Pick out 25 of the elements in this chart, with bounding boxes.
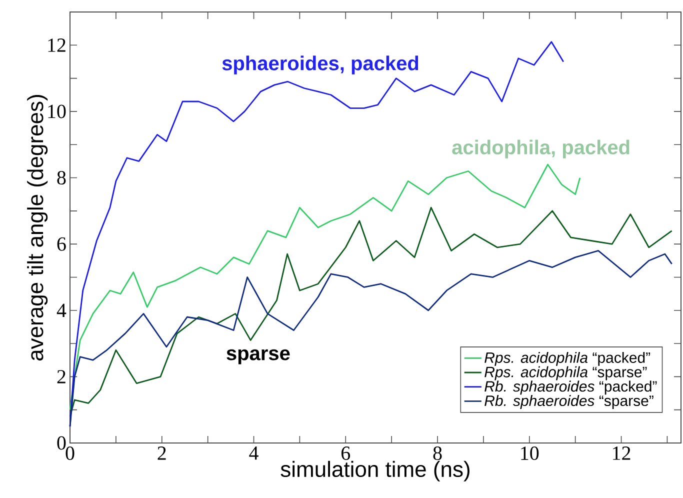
y-tick-label: 2 (57, 370, 66, 384)
x-tick-label: 8 (433, 446, 442, 460)
y-axis-title: average tilt angle (degrees) (27, 95, 48, 360)
x-tick-label: 4 (249, 446, 258, 460)
legend-label: Rps. acidophila “packed” (484, 352, 650, 366)
x-axis-title: simulation time (ns) (280, 460, 470, 482)
annotation: sphaeroides, packed (222, 56, 418, 74)
line-series (69, 206, 673, 418)
annotation: acidophila, packed (452, 140, 630, 158)
legend-label: Rps. acidophila “sparse” (484, 366, 647, 380)
legend-label: Rb. sphaeroides “packed” (484, 380, 657, 395)
y-tick-label: 4 (56, 304, 66, 317)
legend-label: Rb. sphaeroides “sparse” (484, 395, 654, 410)
line-series (69, 250, 673, 428)
x-tick-label: 6 (342, 446, 350, 460)
x-tick-label: 10 (521, 446, 539, 460)
y-tick-label: 10 (48, 104, 66, 118)
x-tick-label: 12 (613, 446, 630, 460)
x-tick-label: 0 (66, 446, 74, 460)
y-tick-label: 6 (57, 237, 66, 251)
y-tick-label: 12 (48, 38, 66, 52)
y-tick-label: 0 (57, 436, 66, 450)
y-tick-label: 8 (57, 171, 66, 184)
x-tick-label: 2 (158, 446, 166, 460)
annotation: sparse (226, 349, 290, 364)
